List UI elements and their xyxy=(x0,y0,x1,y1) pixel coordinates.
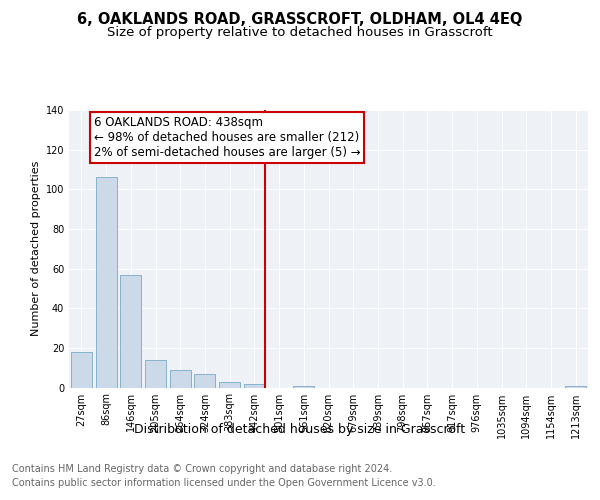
Text: Distribution of detached houses by size in Grasscroft: Distribution of detached houses by size … xyxy=(134,422,466,436)
Text: Contains public sector information licensed under the Open Government Licence v3: Contains public sector information licen… xyxy=(12,478,436,488)
Text: 6, OAKLANDS ROAD, GRASSCROFT, OLDHAM, OL4 4EQ: 6, OAKLANDS ROAD, GRASSCROFT, OLDHAM, OL… xyxy=(77,12,523,28)
Bar xyxy=(244,384,265,388)
Bar xyxy=(120,274,141,388)
Bar xyxy=(565,386,586,388)
Bar xyxy=(194,374,215,388)
Y-axis label: Number of detached properties: Number of detached properties xyxy=(31,161,41,336)
Bar xyxy=(170,370,191,388)
Bar xyxy=(95,178,116,388)
Text: Contains HM Land Registry data © Crown copyright and database right 2024.: Contains HM Land Registry data © Crown c… xyxy=(12,464,392,474)
Bar xyxy=(219,382,240,388)
Text: Size of property relative to detached houses in Grasscroft: Size of property relative to detached ho… xyxy=(107,26,493,39)
Bar xyxy=(293,386,314,388)
Bar xyxy=(145,360,166,388)
Text: 6 OAKLANDS ROAD: 438sqm
← 98% of detached houses are smaller (212)
2% of semi-de: 6 OAKLANDS ROAD: 438sqm ← 98% of detache… xyxy=(94,116,361,159)
Bar xyxy=(71,352,92,388)
